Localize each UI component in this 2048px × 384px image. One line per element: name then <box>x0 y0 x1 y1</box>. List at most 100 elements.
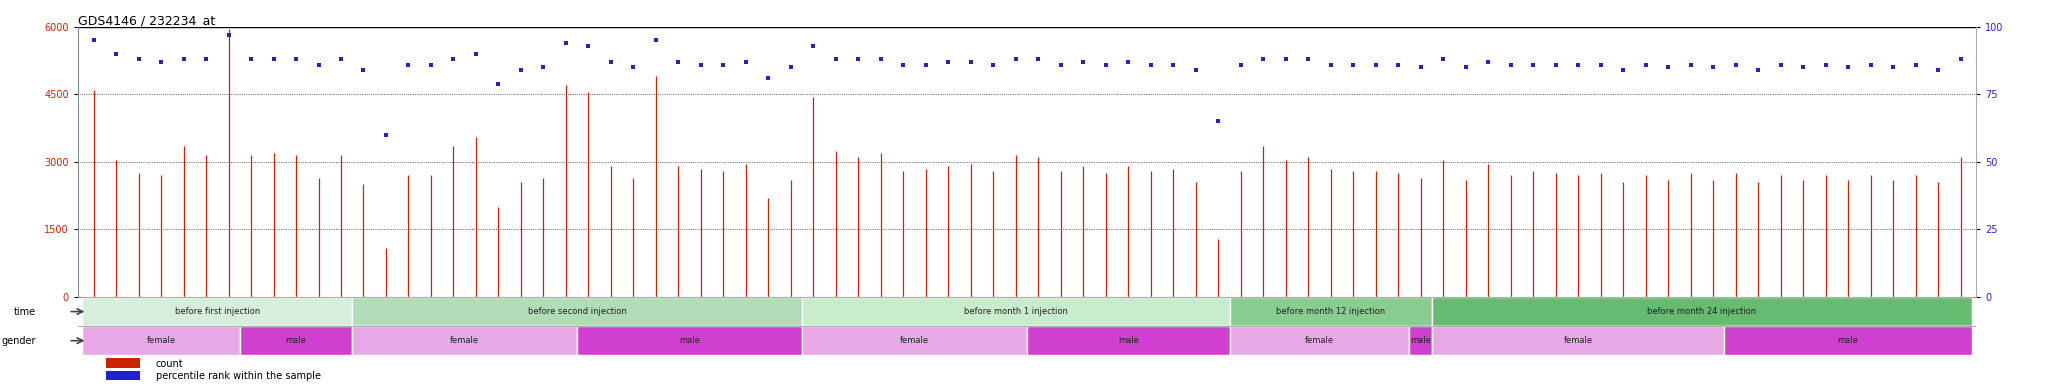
Point <box>1135 61 1167 68</box>
Point <box>977 61 1010 68</box>
Text: gender: gender <box>2 336 37 346</box>
Point <box>1202 118 1235 124</box>
Point <box>78 37 111 43</box>
Point <box>864 56 897 62</box>
Point <box>1225 61 1257 68</box>
Point <box>1763 61 1796 68</box>
Point <box>1831 65 1864 71</box>
Point <box>1473 59 1505 65</box>
Bar <box>578 326 803 355</box>
Point <box>326 56 358 62</box>
Point <box>1540 61 1573 68</box>
Bar <box>82 297 352 326</box>
Text: GDS4146 / 232234_at: GDS4146 / 232234_at <box>78 14 215 27</box>
Text: female: female <box>147 336 176 345</box>
Point <box>1876 65 1909 71</box>
Point <box>662 59 694 65</box>
Bar <box>1409 326 1432 355</box>
Point <box>236 56 268 62</box>
Point <box>1495 61 1528 68</box>
Point <box>909 61 942 68</box>
Point <box>1022 56 1055 62</box>
Bar <box>352 297 803 326</box>
Point <box>1675 61 1708 68</box>
Point <box>1270 56 1303 62</box>
Bar <box>1432 326 1724 355</box>
Point <box>887 61 920 68</box>
Text: male: male <box>1118 336 1139 345</box>
Bar <box>1229 326 1409 355</box>
Point <box>1180 67 1212 73</box>
Bar <box>106 358 141 368</box>
Point <box>1921 67 1954 73</box>
Text: female: female <box>1563 336 1593 345</box>
Point <box>1427 56 1460 62</box>
Point <box>1157 61 1190 68</box>
Text: percentile rank within the sample: percentile rank within the sample <box>156 371 322 381</box>
Point <box>729 59 762 65</box>
Text: male: male <box>285 336 307 345</box>
Point <box>1247 56 1280 62</box>
Text: before first injection: before first injection <box>174 307 260 316</box>
Point <box>213 32 246 38</box>
Point <box>303 61 336 68</box>
Point <box>999 56 1032 62</box>
Point <box>1741 67 1774 73</box>
Point <box>571 43 604 49</box>
Text: female: female <box>899 336 930 345</box>
Point <box>819 56 852 62</box>
Bar <box>803 326 1026 355</box>
Text: before second injection: before second injection <box>528 307 627 316</box>
Point <box>752 75 784 81</box>
Point <box>684 61 717 68</box>
Point <box>346 67 379 73</box>
Text: female: female <box>451 336 479 345</box>
Point <box>369 132 401 138</box>
Point <box>1608 67 1640 73</box>
Point <box>168 56 201 62</box>
Point <box>954 59 987 65</box>
Bar <box>1724 326 1972 355</box>
Point <box>1292 56 1325 62</box>
Point <box>774 65 807 71</box>
Point <box>1853 61 1886 68</box>
Bar <box>106 371 141 380</box>
Point <box>594 59 627 65</box>
Point <box>932 59 965 65</box>
Point <box>100 51 133 57</box>
Point <box>1360 61 1393 68</box>
Point <box>1944 56 1976 62</box>
Point <box>1518 61 1550 68</box>
Point <box>1808 61 1841 68</box>
Point <box>1898 61 1931 68</box>
Bar <box>803 297 1229 326</box>
Point <box>1337 61 1370 68</box>
Point <box>526 65 559 71</box>
Point <box>258 56 291 62</box>
Text: before month 24 injection: before month 24 injection <box>1647 307 1757 316</box>
Point <box>616 65 649 71</box>
Point <box>1450 65 1483 71</box>
Point <box>1786 65 1819 71</box>
Point <box>797 43 829 49</box>
Text: time: time <box>14 306 37 316</box>
Text: female: female <box>1305 336 1333 345</box>
Text: male: male <box>680 336 700 345</box>
Point <box>1653 65 1686 71</box>
Point <box>190 56 223 62</box>
Point <box>1585 61 1618 68</box>
Point <box>1382 61 1415 68</box>
Point <box>707 61 739 68</box>
Text: male: male <box>1837 336 1858 345</box>
Point <box>436 56 469 62</box>
Bar <box>240 326 352 355</box>
Bar <box>352 326 578 355</box>
Text: count: count <box>156 359 182 369</box>
Point <box>504 67 537 73</box>
Point <box>842 56 874 62</box>
Point <box>145 59 178 65</box>
Text: male: male <box>1411 336 1432 345</box>
Point <box>1405 65 1438 71</box>
Point <box>1563 61 1595 68</box>
Bar <box>1432 297 1972 326</box>
